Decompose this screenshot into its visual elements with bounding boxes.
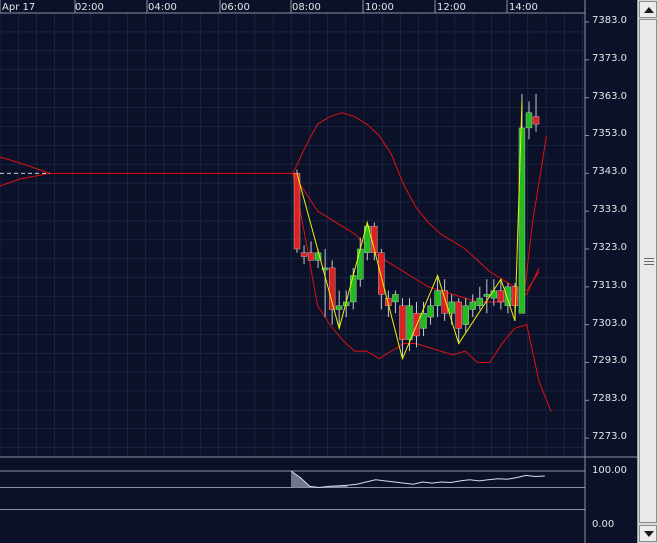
candle-body xyxy=(476,297,483,306)
price-axis-label: 7313.0 xyxy=(592,279,627,291)
chart-grid xyxy=(0,0,637,543)
oscillator-line xyxy=(290,470,545,489)
vertical-scrollbar[interactable] xyxy=(637,0,658,543)
candle-body xyxy=(448,301,455,314)
candle-body xyxy=(441,290,448,314)
time-axis-label: 04:00 xyxy=(148,2,177,13)
time-axis-label: Apr 17 xyxy=(2,2,36,13)
candle-body xyxy=(357,248,364,280)
flat-lower xyxy=(0,172,51,187)
candle-body xyxy=(399,305,406,340)
time-axis-label: 14:00 xyxy=(509,2,538,13)
oscillator-axis-label: 0.00 xyxy=(592,519,615,530)
candle-body xyxy=(406,305,413,340)
triangle-up-icon xyxy=(644,7,654,13)
candle-body xyxy=(420,313,427,329)
candle-body xyxy=(378,252,385,295)
price-axis-label: 7343.0 xyxy=(592,166,627,178)
flat-upper xyxy=(0,156,297,174)
candle-body xyxy=(321,267,329,271)
candle-body xyxy=(504,286,512,306)
flat-price-line xyxy=(0,156,297,187)
bollinger-bands xyxy=(292,112,552,412)
upper-band xyxy=(292,112,540,292)
candle-body xyxy=(427,305,434,318)
scroll-up-button[interactable] xyxy=(639,1,657,18)
candle-body xyxy=(483,294,491,297)
time-axis-label: 12:00 xyxy=(437,2,466,13)
candle-body xyxy=(335,305,343,310)
price-axis-label: 7353.0 xyxy=(592,128,627,140)
candle-body xyxy=(490,290,498,299)
candle-body xyxy=(434,290,441,306)
candle-body xyxy=(532,116,540,125)
candle-body xyxy=(392,294,399,303)
candle-body xyxy=(364,226,371,253)
price-axis-label: 7333.0 xyxy=(592,204,627,216)
price-axis-label: 7303.0 xyxy=(592,317,627,329)
price-axis-label: 7373.0 xyxy=(592,52,627,64)
price-axis-label: 7383.0 xyxy=(592,15,627,26)
price-axis-label: 7283.0 xyxy=(592,393,627,405)
candle-body xyxy=(307,252,315,261)
oscillator-axis-label: 100.00 xyxy=(592,465,627,476)
oscillator-fill xyxy=(291,471,348,488)
candle-body xyxy=(525,112,533,129)
price-axis-label: 7293.0 xyxy=(592,355,627,367)
time-axis-label: 06:00 xyxy=(221,2,250,13)
candle-body xyxy=(300,252,308,257)
candle-body xyxy=(497,290,505,303)
lower-band xyxy=(292,173,552,412)
candles xyxy=(293,93,540,359)
candle-body xyxy=(511,286,519,306)
grip-icon xyxy=(644,258,654,266)
candle-body xyxy=(293,173,301,250)
price-axis-label: 7273.0 xyxy=(592,431,627,443)
zigzag-line xyxy=(296,101,523,361)
time-axis-label: 10:00 xyxy=(365,2,394,13)
candle-body xyxy=(455,301,462,329)
scroll-thumb[interactable] xyxy=(639,19,657,523)
price-axis-label: 7363.0 xyxy=(592,90,627,102)
zigzag-path xyxy=(296,101,523,361)
candle-body xyxy=(462,305,469,325)
upper-band-tail xyxy=(521,135,548,314)
price-axis-label: 7323.0 xyxy=(592,241,627,253)
time-axis-label: 08:00 xyxy=(292,2,321,13)
candle-body xyxy=(469,301,476,310)
candle-body xyxy=(350,275,357,303)
oscillator-panel xyxy=(0,470,585,510)
time-axis-label: 02:00 xyxy=(75,2,104,13)
plot-background xyxy=(0,0,585,543)
candle-body xyxy=(328,267,336,310)
triangle-down-icon xyxy=(644,531,654,537)
candle-body xyxy=(518,127,526,314)
scroll-down-button[interactable] xyxy=(639,525,657,542)
